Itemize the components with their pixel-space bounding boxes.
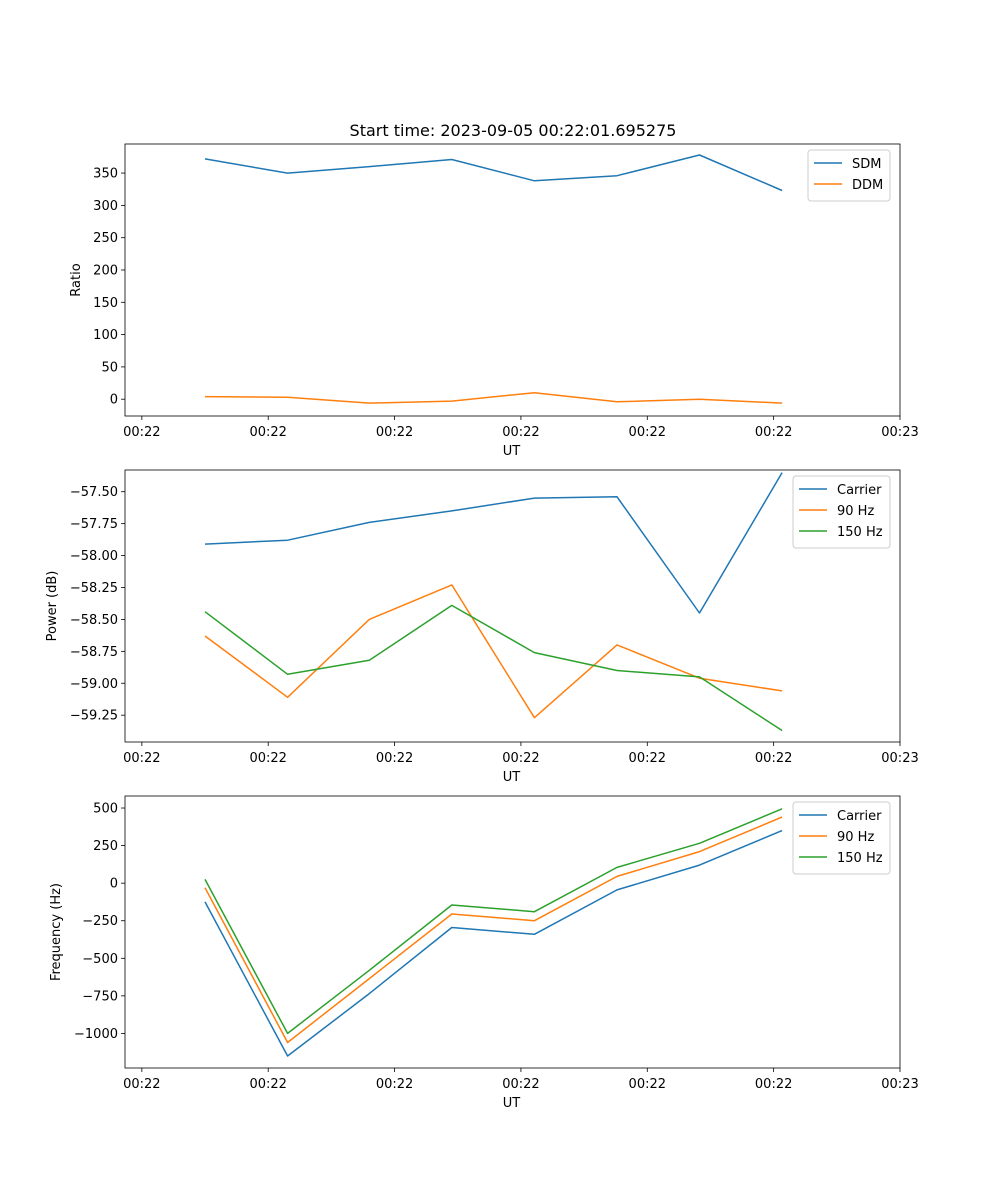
y-axis-label: Power (dB)	[45, 571, 60, 642]
x-axis-label: UT	[503, 444, 521, 459]
x-tick-label: 00:22	[123, 425, 160, 440]
y-tick-label: 500	[93, 802, 118, 817]
legend: SDM DDM	[807, 149, 891, 202]
x-tick-label: 00:22	[123, 1077, 160, 1092]
x-tick-label: 00:22	[502, 751, 539, 766]
legend-label: 90 Hz	[837, 504, 874, 519]
axes-frame	[124, 469, 901, 743]
y-tick-label: 250	[93, 839, 118, 854]
legend-label: 90 Hz	[837, 830, 874, 845]
figure-title: Start time: 2023-09-05 00:22:01.695275	[350, 121, 677, 140]
legend-box	[792, 801, 891, 875]
series-line-150-hz	[204, 808, 783, 1035]
y-tick-label: −1000	[74, 1027, 118, 1042]
x-tick-label: 00:23	[881, 425, 918, 440]
axes-frame	[124, 795, 901, 1069]
x-tick-label: 00:22	[376, 1077, 413, 1092]
y-tick-label: 150	[93, 296, 118, 311]
x-tick-label: 00:23	[881, 751, 918, 766]
y-tick-label: 200	[93, 263, 118, 278]
legend: Carrier 90 Hz 150 Hz	[792, 475, 891, 549]
x-tick-label: 00:22	[629, 751, 666, 766]
x-tick-label: 00:22	[249, 425, 286, 440]
y-tick-label: −500	[82, 952, 118, 967]
series-line-carrier	[204, 829, 783, 1057]
x-tick-label: 00:22	[376, 425, 413, 440]
series-line-90-hz	[204, 816, 783, 1044]
legend-label: Carrier	[837, 483, 882, 498]
x-tick-label: 00:22	[502, 1077, 539, 1092]
y-tick-label: −57.50	[70, 485, 118, 500]
chart-panel-3: 00:22 00:22 00:22 00:22 00:22 00:22 00:23 500 25…	[49, 795, 919, 1111]
x-tick-label: 00:22	[755, 1077, 792, 1092]
x-tick-label: 00:22	[502, 425, 539, 440]
x-tick-label: 00:22	[629, 425, 666, 440]
y-tick-label: 250	[93, 231, 118, 246]
y-axis-label: Ratio	[69, 263, 84, 296]
legend-label: 150 Hz	[837, 851, 883, 866]
axes-frame	[124, 143, 901, 417]
y-tick-label: −58.00	[70, 549, 118, 564]
x-axis-label: UT	[503, 770, 521, 785]
y-tick-label: 50	[101, 360, 118, 375]
y-tick-label: 0	[110, 393, 118, 408]
chart-panel-1: 00:22 00:22 00:22 00:22 00:22 00:22 00:23 0 50 10…	[69, 143, 919, 459]
y-tick-label: −58.50	[70, 613, 118, 628]
series-line-sdm	[204, 154, 783, 192]
x-tick-label: 00:23	[881, 1077, 918, 1092]
y-tick-label: −59.00	[70, 677, 118, 692]
y-tick-label: −59.25	[70, 709, 118, 724]
legend-label: Carrier	[837, 809, 882, 824]
series-line-ddm	[204, 391, 783, 404]
legend-box	[792, 475, 891, 549]
legend-label: SDM	[852, 157, 881, 172]
y-tick-label: 300	[93, 199, 118, 214]
x-tick-label: 00:22	[123, 751, 160, 766]
legend-label: 150 Hz	[837, 525, 883, 540]
series-line-150-hz	[204, 604, 783, 732]
y-tick-label: 350	[93, 167, 118, 182]
x-tick-label: 00:22	[629, 1077, 666, 1092]
chart-panel-2: 00:22 00:22 00:22 00:22 00:22 00:22 00:23 −57.5…	[45, 469, 919, 785]
y-tick-label: −58.25	[70, 581, 118, 596]
y-tick-label: −750	[82, 989, 118, 1004]
x-axis-label: UT	[503, 1096, 521, 1111]
y-tick-label: −57.75	[70, 517, 118, 532]
x-tick-label: 00:22	[249, 1077, 286, 1092]
x-tick-label: 00:22	[755, 425, 792, 440]
legend: Carrier 90 Hz 150 Hz	[792, 801, 891, 875]
y-tick-label: −250	[82, 914, 118, 929]
legend-label: DDM	[852, 178, 883, 193]
x-tick-label: 00:22	[249, 751, 286, 766]
x-tick-label: 00:22	[376, 751, 413, 766]
y-tick-label: 100	[93, 328, 118, 343]
series-line-carrier	[204, 472, 783, 614]
y-tick-label: 0	[110, 877, 118, 892]
y-tick-label: −58.75	[70, 645, 118, 660]
y-axis-label: Frequency (Hz)	[49, 883, 64, 981]
x-tick-label: 00:22	[755, 751, 792, 766]
series-line-90-hz	[204, 584, 783, 719]
